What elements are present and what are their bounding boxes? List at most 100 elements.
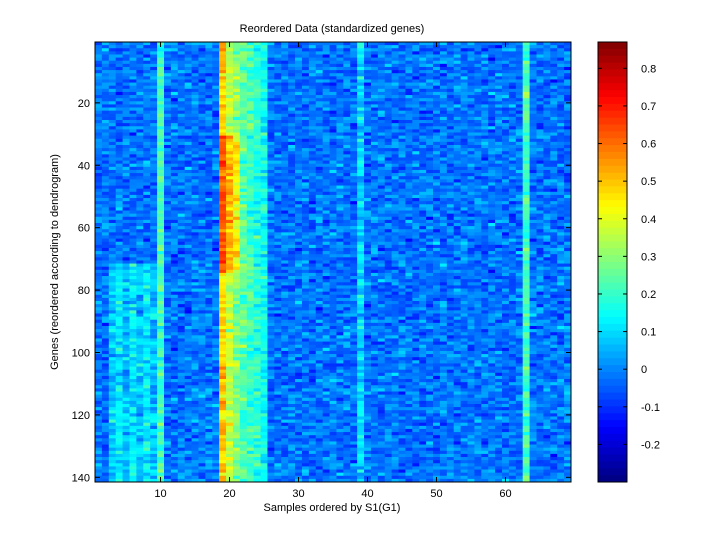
heatmap-cell — [108, 450, 117, 455]
heatmap-cell — [170, 219, 179, 224]
heatmap-cell — [322, 403, 330, 408]
heatmap-cell — [198, 466, 206, 470]
heatmap-cell — [308, 207, 317, 211]
heatmap-cell — [212, 66, 220, 71]
heatmap-cell — [260, 247, 268, 252]
heatmap-cell — [198, 382, 206, 386]
heatmap-cell — [115, 301, 123, 305]
heatmap-cell — [281, 123, 289, 127]
heatmap-cell — [101, 126, 110, 130]
heatmap-cell — [129, 222, 137, 227]
heatmap-cell — [177, 257, 186, 261]
heatmap-cell — [205, 104, 213, 108]
heatmap-cell — [336, 129, 344, 133]
heatmap-cell — [246, 478, 255, 483]
heatmap-cell — [191, 444, 199, 449]
heatmap-cell — [191, 316, 199, 321]
heatmap-cell — [239, 304, 248, 308]
heatmap-cell — [329, 154, 337, 158]
heatmap-cell — [315, 463, 324, 467]
heatmap-cell — [226, 191, 234, 196]
heatmap-cell — [301, 332, 310, 336]
heatmap-cell — [267, 166, 275, 171]
heatmap-cell — [219, 441, 227, 445]
heatmap-cell — [246, 319, 255, 324]
heatmap-cell — [184, 132, 192, 137]
heatmap-cell — [101, 116, 110, 121]
heatmap-cell — [136, 60, 144, 65]
heatmap-cell — [101, 269, 110, 274]
heatmap-cell — [108, 48, 117, 52]
heatmap-cell — [150, 63, 158, 68]
heatmap-cell — [170, 148, 179, 152]
heatmap-cell — [329, 176, 337, 180]
heatmap-cell — [108, 163, 117, 168]
heatmap-cell — [315, 438, 324, 442]
heatmap-cell — [115, 85, 123, 90]
heatmap-cell — [232, 329, 241, 333]
heatmap-cell — [115, 120, 123, 124]
heatmap-cell — [129, 369, 137, 374]
heatmap-cell — [170, 257, 179, 261]
heatmap-cell — [198, 222, 206, 227]
heatmap-cell — [95, 444, 103, 449]
heatmap-cell — [101, 279, 110, 283]
heatmap-cell — [101, 276, 110, 280]
heatmap-cell — [108, 297, 117, 302]
heatmap-cell — [212, 478, 220, 483]
heatmap-cell — [163, 410, 172, 414]
heatmap-cell — [260, 76, 268, 80]
heatmap-cell — [267, 198, 275, 202]
heatmap-cell — [239, 182, 248, 186]
heatmap-cell — [246, 375, 255, 380]
heatmap-cell — [191, 350, 199, 355]
heatmap-cell — [212, 466, 220, 470]
heatmap-cell — [232, 247, 241, 252]
heatmap-cell — [288, 132, 296, 137]
heatmap-cell — [198, 341, 206, 346]
heatmap-cell — [157, 329, 165, 333]
heatmap-cell — [108, 435, 117, 439]
heatmap-cell — [143, 372, 151, 377]
heatmap-cell — [219, 428, 227, 433]
heatmap-cell — [95, 382, 103, 386]
heatmap-cell — [226, 166, 234, 171]
heatmap-cell — [315, 435, 324, 439]
heatmap-cell — [336, 210, 344, 215]
heatmap-cell — [246, 354, 255, 358]
heatmap-cell — [267, 460, 275, 464]
heatmap-cell — [163, 66, 172, 71]
heatmap-cell — [101, 466, 110, 470]
heatmap-cell — [198, 304, 206, 308]
heatmap-cell — [115, 232, 123, 236]
heatmap-cell — [205, 154, 213, 158]
heatmap-cell — [281, 360, 289, 364]
heatmap-cell — [288, 447, 296, 452]
heatmap-cell — [108, 341, 117, 346]
heatmap-cell — [129, 441, 137, 445]
heatmap-cell — [95, 120, 103, 124]
heatmap-cell — [308, 138, 317, 143]
heatmap-cell — [253, 325, 261, 330]
heatmap-cell — [205, 460, 213, 464]
heatmap-cell — [177, 222, 186, 227]
heatmap-cell — [143, 222, 151, 227]
heatmap-cell — [274, 98, 282, 102]
heatmap-cell — [274, 198, 282, 202]
heatmap-cell — [260, 310, 268, 314]
heatmap-cell — [205, 388, 213, 392]
heatmap-cell — [163, 329, 172, 333]
heatmap-cell — [226, 435, 234, 439]
heatmap-cell — [315, 85, 324, 90]
heatmap-cell — [253, 357, 261, 361]
heatmap-cell — [322, 385, 330, 389]
heatmap-cell — [115, 269, 123, 274]
heatmap-cell — [295, 138, 303, 143]
heatmap-cell — [267, 413, 275, 417]
heatmap-cell — [191, 219, 199, 224]
heatmap-cell — [143, 157, 151, 161]
heatmap-cell — [115, 123, 123, 127]
heatmap-cell — [212, 322, 220, 327]
heatmap-cell — [177, 460, 186, 464]
heatmap-cell — [308, 73, 317, 77]
